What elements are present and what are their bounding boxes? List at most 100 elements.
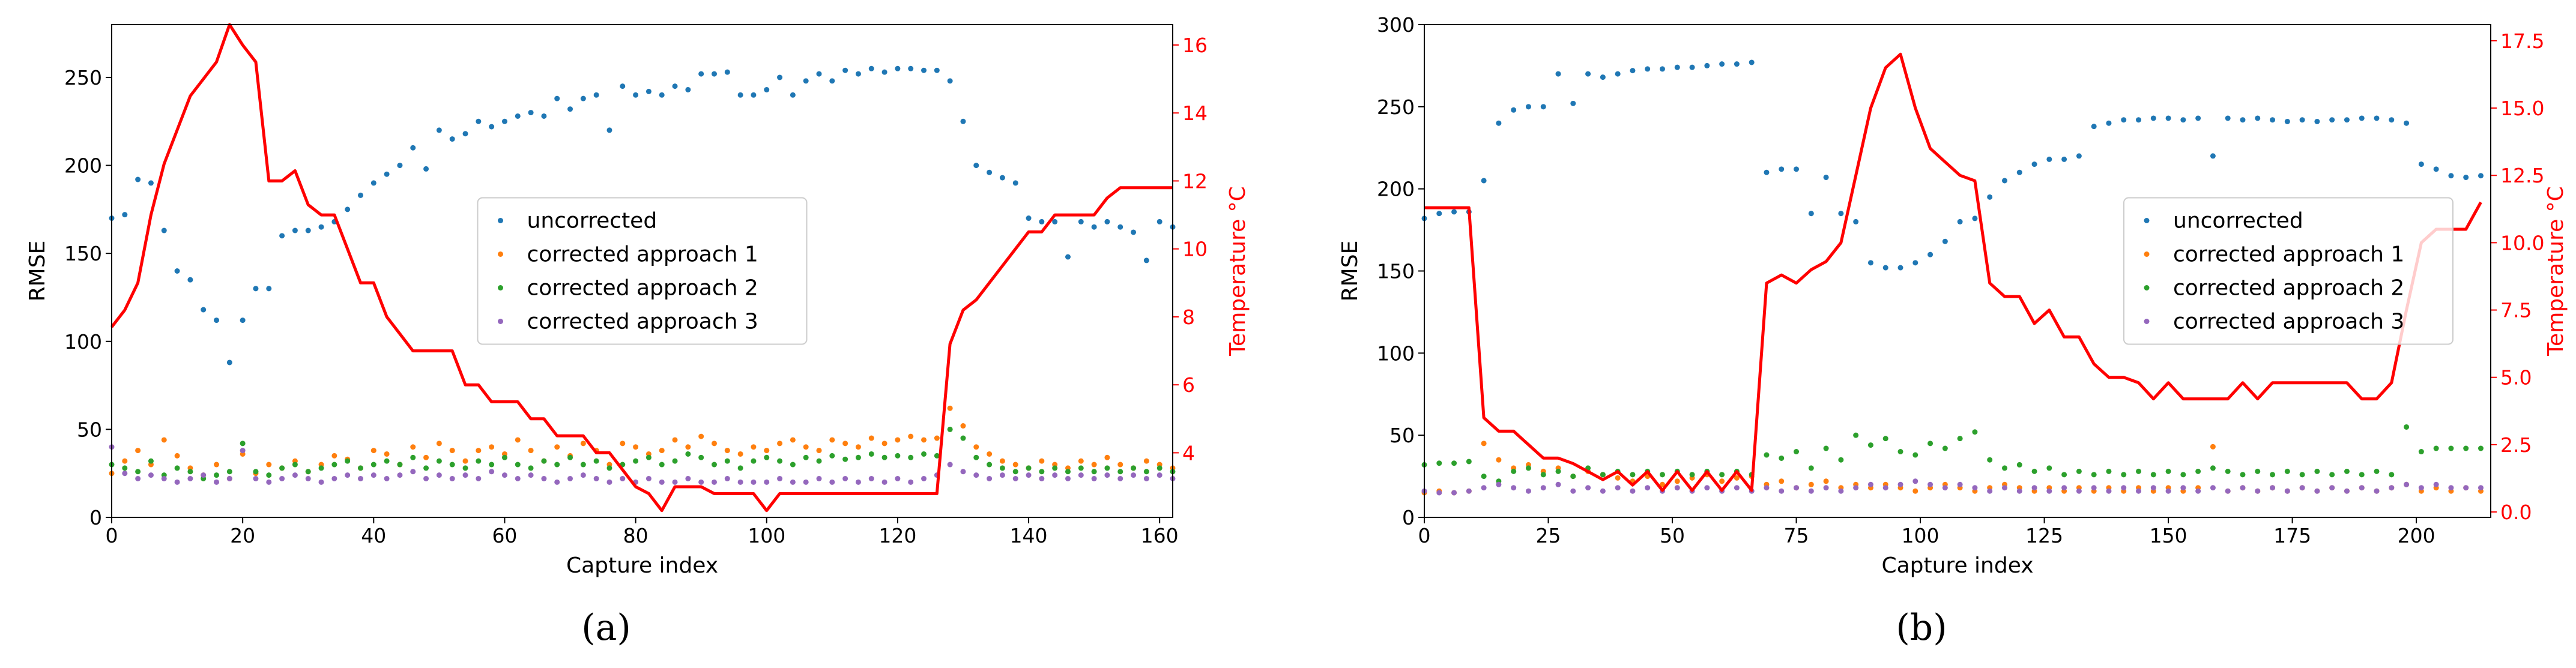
point <box>2001 465 2007 471</box>
point <box>2091 485 2097 491</box>
point <box>1794 485 1800 491</box>
point <box>2195 488 2201 494</box>
point <box>2463 175 2469 181</box>
point <box>1555 481 1561 487</box>
point <box>737 465 743 471</box>
point <box>1660 66 1666 72</box>
point <box>908 433 914 439</box>
y2-tick-label: 10.0 <box>2500 231 2544 254</box>
point <box>960 423 966 429</box>
point <box>2121 485 2127 491</box>
x-tick-label: 20 <box>230 524 255 547</box>
y-tick-label: 50 <box>1389 424 1415 447</box>
point <box>476 458 482 464</box>
point <box>370 472 376 478</box>
point <box>803 454 809 460</box>
point <box>672 83 678 89</box>
point <box>711 462 717 468</box>
point <box>1091 475 1097 481</box>
point <box>1466 488 1472 494</box>
point <box>1570 474 1576 480</box>
point <box>633 458 639 464</box>
point <box>253 286 259 292</box>
y-tick-label: 300 <box>1377 13 1415 37</box>
point <box>161 475 167 481</box>
point <box>135 475 141 481</box>
point <box>489 124 495 130</box>
point <box>567 475 573 481</box>
point <box>240 317 246 323</box>
y2-tick-label: 8 <box>1182 305 1195 329</box>
point <box>1026 215 1032 221</box>
point <box>2001 178 2007 184</box>
point <box>2418 449 2424 455</box>
point <box>1026 472 1032 478</box>
point <box>829 479 835 485</box>
point <box>1104 465 1110 471</box>
point <box>515 462 521 468</box>
point <box>2225 488 2231 494</box>
point <box>947 405 953 411</box>
point <box>921 67 927 73</box>
point <box>855 71 861 77</box>
point <box>2001 485 2007 491</box>
point <box>698 71 704 77</box>
point <box>423 475 429 481</box>
point <box>633 444 639 450</box>
point <box>2210 153 2216 159</box>
x-tick-label: 25 <box>1536 524 1561 547</box>
point <box>2389 472 2395 478</box>
point <box>266 479 272 485</box>
point <box>1734 61 1740 67</box>
point <box>410 454 416 460</box>
point <box>436 127 442 133</box>
point <box>2404 481 2410 487</box>
point <box>318 224 324 230</box>
point <box>698 454 704 460</box>
point <box>1942 485 1948 491</box>
y-axis-label: RMSE <box>25 241 50 302</box>
point <box>226 475 232 481</box>
point <box>2225 115 2231 121</box>
point <box>685 451 691 457</box>
point <box>672 437 678 443</box>
point <box>318 479 324 485</box>
point <box>1882 485 1888 491</box>
legend-label: corrected approach 1 <box>2173 242 2404 267</box>
point <box>2344 488 2350 494</box>
point <box>1117 469 1123 475</box>
point <box>1779 166 1785 172</box>
point <box>2106 488 2112 494</box>
point <box>960 469 966 475</box>
panel-label: (b) <box>1896 607 1947 649</box>
point <box>659 479 665 485</box>
y2-axis-label: Temperature °C <box>2544 186 2568 357</box>
point <box>1012 180 1018 186</box>
point <box>1764 485 1770 491</box>
point <box>1645 66 1651 72</box>
point <box>1808 211 1814 217</box>
point <box>580 95 586 101</box>
point <box>305 469 311 475</box>
point <box>868 475 874 481</box>
point <box>908 65 914 71</box>
legend-marker <box>498 319 503 324</box>
point <box>895 65 901 71</box>
point <box>1117 224 1123 230</box>
point <box>934 453 940 459</box>
y2-tick-label: 4 <box>1182 441 1195 465</box>
point <box>1719 478 1725 484</box>
point <box>816 458 822 464</box>
point <box>947 426 953 432</box>
point <box>2418 161 2424 167</box>
point <box>2106 120 2112 126</box>
point <box>1853 432 1859 438</box>
point <box>528 465 534 471</box>
point <box>777 74 783 80</box>
point <box>226 469 232 475</box>
point <box>987 462 993 468</box>
point <box>423 454 429 460</box>
point <box>1660 472 1666 478</box>
point <box>1065 254 1071 260</box>
point <box>1957 481 1963 487</box>
